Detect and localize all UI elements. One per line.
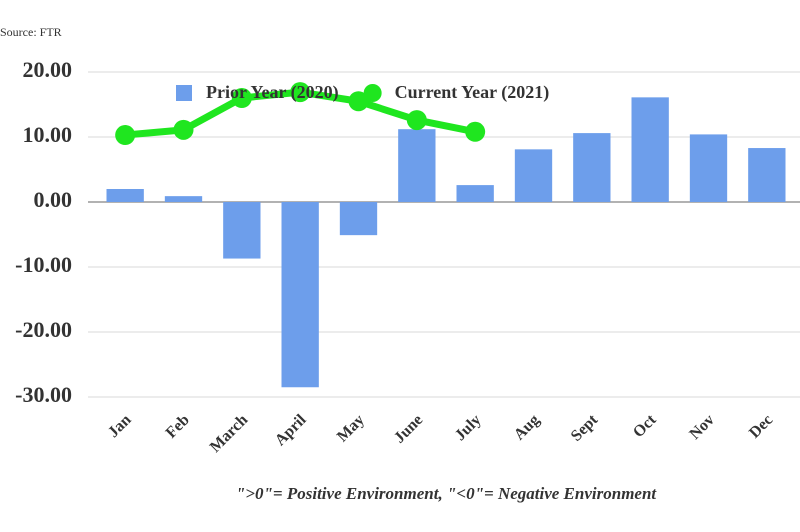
point xyxy=(115,125,136,146)
bar xyxy=(631,97,669,202)
footnote: ">0"= Positive Environment, "<0"= Negati… xyxy=(236,484,658,503)
bar xyxy=(689,134,728,202)
bar xyxy=(573,133,611,202)
x-tick-label: Aug xyxy=(511,411,543,443)
x-tick-label: Jan xyxy=(105,411,135,441)
point xyxy=(173,119,194,140)
legend-label: Prior Year (2020) xyxy=(206,82,339,103)
source: Source: FTR xyxy=(0,25,62,39)
y-tick-label: 20.00 xyxy=(23,57,73,82)
y-tick-label: -30.00 xyxy=(15,382,72,407)
bar xyxy=(106,189,144,202)
x-tick-label: Feb xyxy=(163,411,193,441)
x-tick-label: Oct xyxy=(630,411,660,441)
x-tick-label: June xyxy=(391,411,426,446)
legend-item: Prior Year (2020) xyxy=(176,82,339,103)
legend-label: Current Year (2021) xyxy=(395,82,550,103)
point xyxy=(348,91,369,112)
point xyxy=(231,88,252,108)
point xyxy=(290,82,311,103)
bar xyxy=(223,202,261,259)
y-tick-label: 0.00 xyxy=(34,187,73,212)
point xyxy=(406,110,427,131)
y-tick-label: 10.00 xyxy=(23,122,73,147)
bar xyxy=(456,185,494,202)
legend-swatch xyxy=(363,84,382,102)
legend-item: Current Year (2021) xyxy=(363,82,550,103)
bar xyxy=(748,148,786,202)
point xyxy=(465,121,486,142)
y-tick-label: -10.00 xyxy=(15,252,72,277)
x-tick-label: March xyxy=(207,411,252,456)
bar xyxy=(339,202,378,236)
x-tick-label: May xyxy=(334,411,368,445)
bar xyxy=(281,202,319,388)
bar xyxy=(398,129,436,202)
bar xyxy=(164,196,203,202)
x-tick-label: Nov xyxy=(686,411,718,443)
x-tick-label: Sept xyxy=(568,411,602,445)
legend-swatch xyxy=(176,85,192,101)
x-tick-label: July xyxy=(452,411,485,444)
x-tick-label: Dec xyxy=(746,411,776,441)
y-tick-label: -20.00 xyxy=(15,317,72,342)
bar xyxy=(514,149,553,202)
x-tick-label: April xyxy=(272,411,310,449)
